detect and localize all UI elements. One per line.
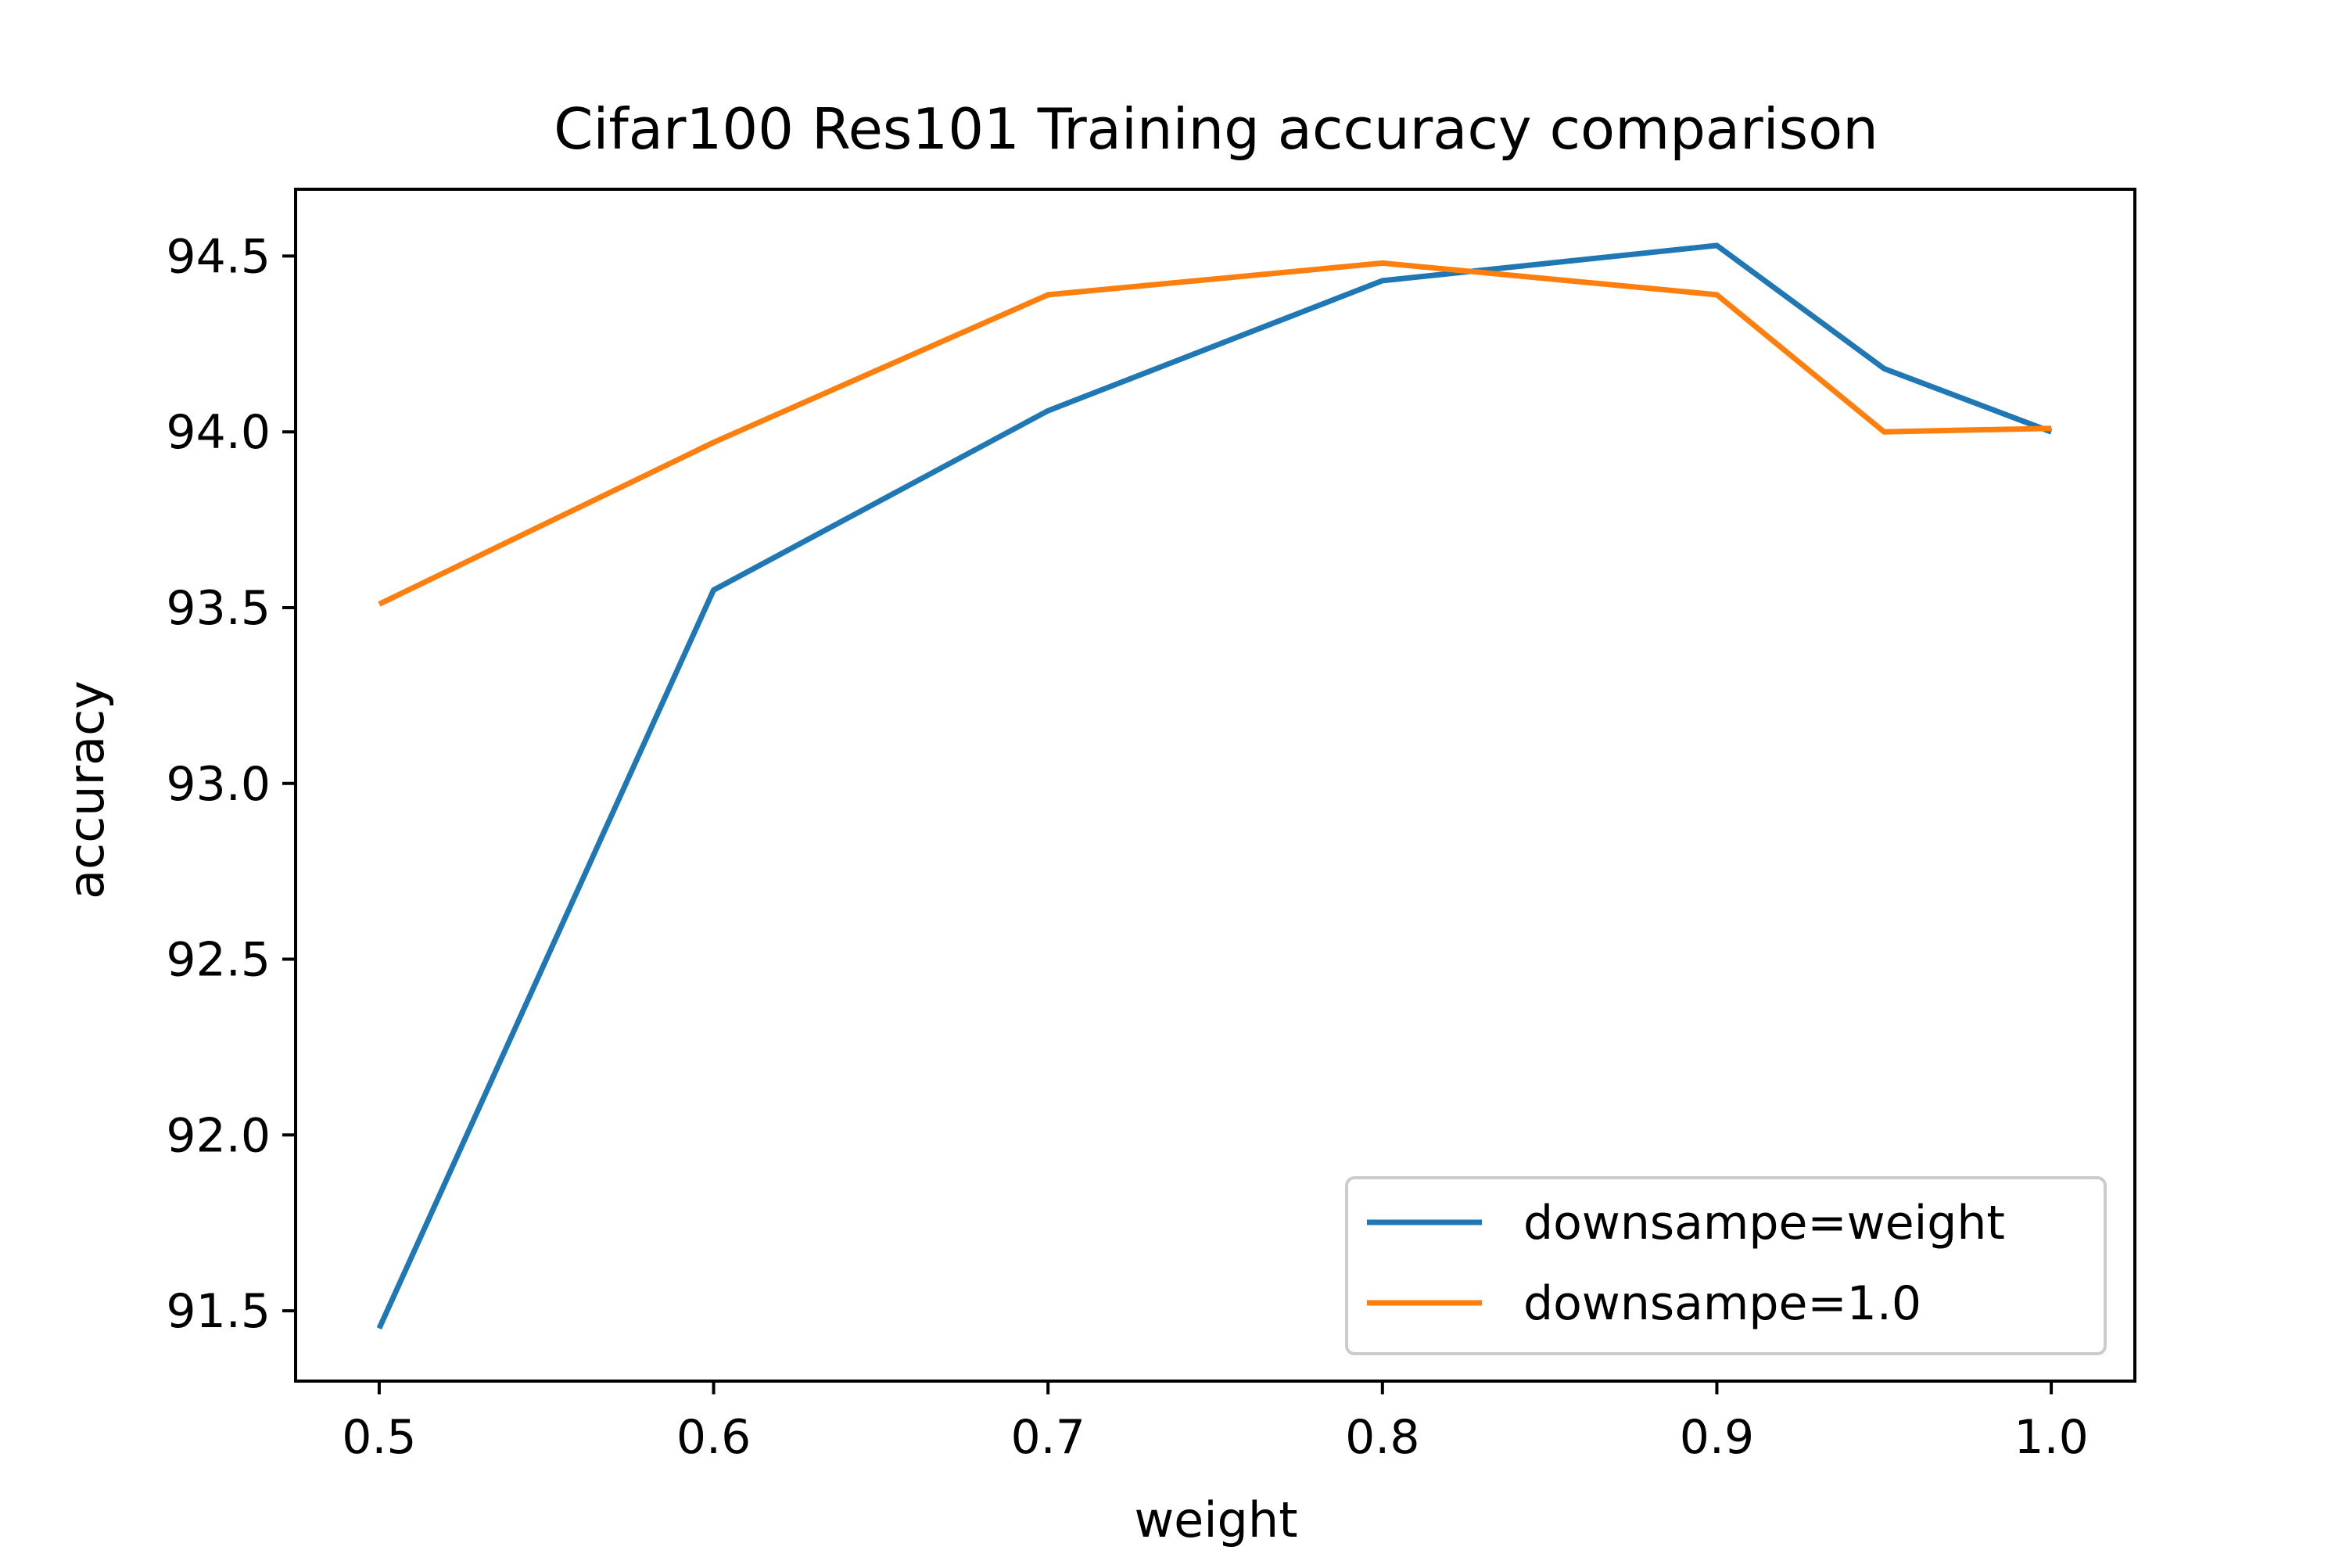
- plot-frame: [294, 188, 2136, 1383]
- y-tick-label: 92.5: [166, 933, 271, 988]
- x-axis-ticks: 0.5 0.6 0.7 0.8 0.9 1.0: [342, 1381, 2089, 1465]
- legend-label-downsampe-1-0: downsampe=1.0: [1523, 1276, 1921, 1331]
- y-tick-label: 94.0: [166, 405, 271, 460]
- x-tick-label: 0.5: [342, 1410, 416, 1465]
- y-tick-label: 94.5: [166, 229, 271, 284]
- series-line-downsampe-1-0: [378, 260, 2052, 607]
- y-tick-label: 92.0: [166, 1108, 271, 1163]
- legend-label-downsampe-weight: downsampe=weight: [1523, 1196, 2005, 1250]
- x-tick-label: 0.9: [1680, 1410, 1754, 1465]
- legend: downsampe=weight downsampe=1.0: [1345, 1176, 2107, 1355]
- y-tick-label: 91.5: [166, 1284, 271, 1339]
- x-tick-label: 1.0: [2014, 1410, 2088, 1465]
- series-lines: [376, 242, 2053, 1330]
- y-axis-label: accuracy: [58, 680, 115, 899]
- legend-box: [1345, 1176, 2107, 1355]
- chart-title: Cifar100 Res101 Training accuracy compar…: [554, 96, 1878, 162]
- x-tick-label: 0.6: [676, 1410, 751, 1465]
- y-tick-label: 93.0: [166, 757, 271, 812]
- y-tick-label: 93.5: [166, 581, 271, 636]
- x-axis-label: weight: [1134, 1491, 1297, 1548]
- x-tick-label: 0.7: [1010, 1410, 1085, 1465]
- x-tick-label: 0.8: [1345, 1410, 1419, 1465]
- series-line-downsampe-weight: [376, 242, 2053, 1330]
- y-axis-ticks: 91.5 92.0 92.5 93.0 93.5 94.0 94.5: [166, 229, 296, 1339]
